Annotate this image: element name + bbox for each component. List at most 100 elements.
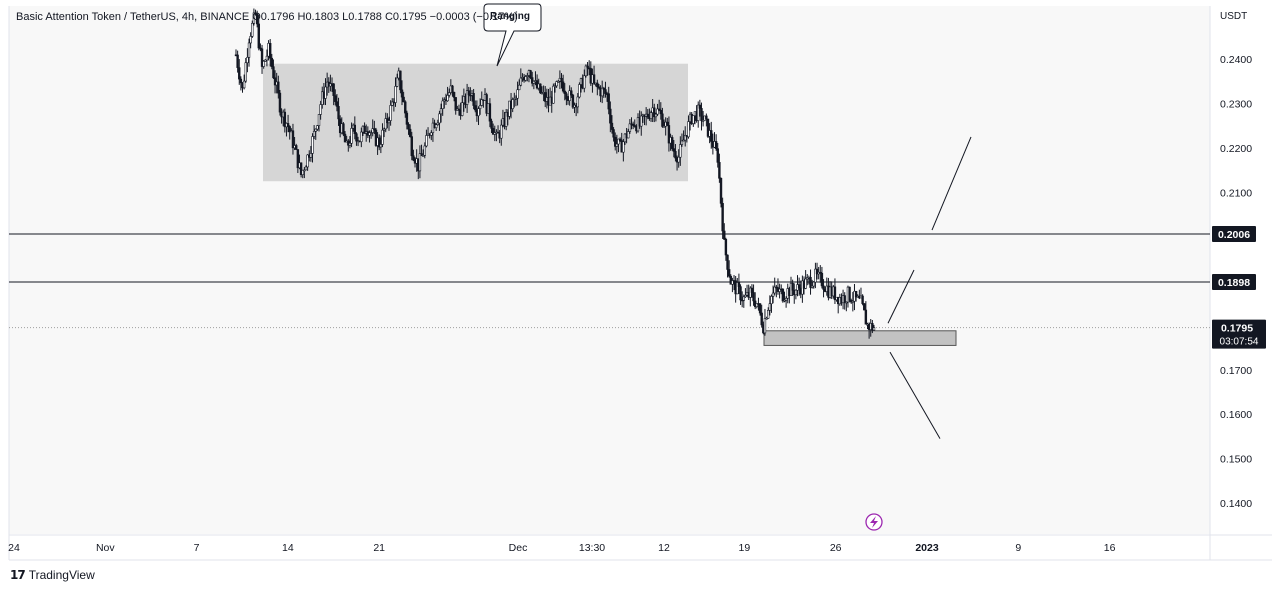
candle-body bbox=[851, 300, 855, 303]
candle-body bbox=[360, 131, 363, 143]
candle-body bbox=[404, 101, 407, 114]
candle-body bbox=[434, 124, 438, 129]
candle-body bbox=[474, 105, 477, 111]
candle-body bbox=[296, 149, 300, 169]
candle-body bbox=[667, 125, 671, 144]
candle-body bbox=[242, 80, 246, 89]
candle-body bbox=[861, 295, 864, 304]
candle-body bbox=[379, 144, 383, 148]
candle-body bbox=[584, 65, 588, 77]
candle-body bbox=[454, 97, 457, 111]
candle-body bbox=[477, 108, 480, 117]
candle-body bbox=[278, 92, 282, 113]
candle-body bbox=[592, 74, 596, 84]
candle-body bbox=[736, 282, 739, 295]
candle-body bbox=[451, 85, 454, 93]
candle-body bbox=[472, 93, 475, 106]
candle-body bbox=[682, 139, 685, 142]
candle-body bbox=[797, 284, 801, 289]
candle-body bbox=[254, 12, 257, 15]
candle-body bbox=[257, 23, 260, 49]
candle-body bbox=[304, 166, 308, 171]
candle-body bbox=[659, 109, 662, 115]
time-tick-label: 14 bbox=[282, 542, 294, 554]
candle-body bbox=[452, 92, 456, 98]
candle-body bbox=[739, 286, 742, 301]
candle-body bbox=[465, 90, 469, 105]
candle-body bbox=[319, 104, 322, 115]
candle-body bbox=[524, 76, 527, 81]
candle-body bbox=[389, 105, 392, 121]
legend-open: O0.1796 bbox=[252, 11, 295, 23]
candle-body bbox=[246, 57, 249, 64]
candle-body bbox=[407, 124, 410, 130]
candle-body bbox=[391, 101, 394, 106]
candle-body bbox=[719, 177, 723, 204]
candle-body bbox=[848, 286, 851, 301]
candle-body bbox=[236, 54, 239, 68]
candles-layer bbox=[234, 8, 876, 339]
lightning-icon[interactable] bbox=[865, 513, 883, 531]
candle-body bbox=[607, 93, 610, 110]
price-axis-unit: USDT bbox=[1220, 11, 1247, 22]
candle-body bbox=[529, 70, 532, 78]
candle-body bbox=[662, 125, 666, 128]
candle-body bbox=[493, 132, 496, 135]
candle-body bbox=[306, 154, 309, 168]
candle-body bbox=[794, 289, 798, 296]
candle-body bbox=[272, 66, 275, 79]
candle-body bbox=[706, 118, 710, 137]
price-tick-label: 0.2200 bbox=[1220, 143, 1252, 155]
last-price-badge bbox=[1212, 319, 1266, 349]
candle-body bbox=[262, 61, 265, 67]
candle-body bbox=[255, 13, 259, 25]
candle-body bbox=[516, 89, 519, 99]
candle-body bbox=[742, 296, 745, 301]
symbol-legend: Basic Attention Token / TetherUS, 4h, BI… bbox=[16, 11, 518, 23]
candle-body bbox=[649, 112, 653, 119]
candle-body bbox=[833, 286, 837, 301]
candle-body bbox=[565, 93, 568, 100]
candle-body bbox=[583, 75, 586, 89]
candle-body bbox=[561, 81, 565, 92]
candle-body bbox=[809, 276, 812, 288]
horizontal-lines-layer bbox=[9, 233, 1210, 329]
candle-body bbox=[760, 312, 763, 326]
candle-body bbox=[491, 128, 495, 135]
candle-body bbox=[612, 129, 615, 138]
candle-body bbox=[701, 119, 705, 122]
candle-body bbox=[854, 290, 858, 298]
candle-body bbox=[420, 153, 423, 157]
candle-body bbox=[810, 285, 814, 288]
candle-body bbox=[446, 95, 449, 102]
candle-body bbox=[394, 86, 397, 103]
time-tick-label: Nov bbox=[96, 542, 115, 554]
candle-body bbox=[692, 115, 695, 124]
candle-body bbox=[400, 89, 404, 98]
candle-body bbox=[744, 294, 747, 298]
candle-body bbox=[343, 133, 347, 143]
candle-body bbox=[478, 105, 482, 109]
candle-body bbox=[705, 115, 708, 120]
projection-arrow-up bbox=[887, 269, 915, 324]
candle-body bbox=[504, 112, 508, 127]
candle-body bbox=[317, 114, 321, 126]
candle-body bbox=[301, 170, 304, 175]
candle-body bbox=[384, 118, 387, 130]
time-tick-label: 19 bbox=[739, 542, 751, 554]
candle-body bbox=[517, 84, 521, 91]
time-tick-label: 7 bbox=[194, 542, 200, 554]
candle-body bbox=[334, 95, 337, 102]
candle-body bbox=[430, 132, 433, 136]
candle-body bbox=[680, 140, 684, 145]
candle-body bbox=[617, 138, 620, 145]
candle-body bbox=[768, 303, 772, 311]
candle-body bbox=[864, 309, 868, 325]
candle-body bbox=[490, 120, 493, 129]
level-price-badge-label: 0.2006 bbox=[1218, 229, 1250, 241]
candle-body bbox=[571, 94, 575, 108]
candle-body bbox=[249, 36, 252, 44]
tradingview-brand[interactable]: 17 TradingView bbox=[10, 568, 95, 582]
